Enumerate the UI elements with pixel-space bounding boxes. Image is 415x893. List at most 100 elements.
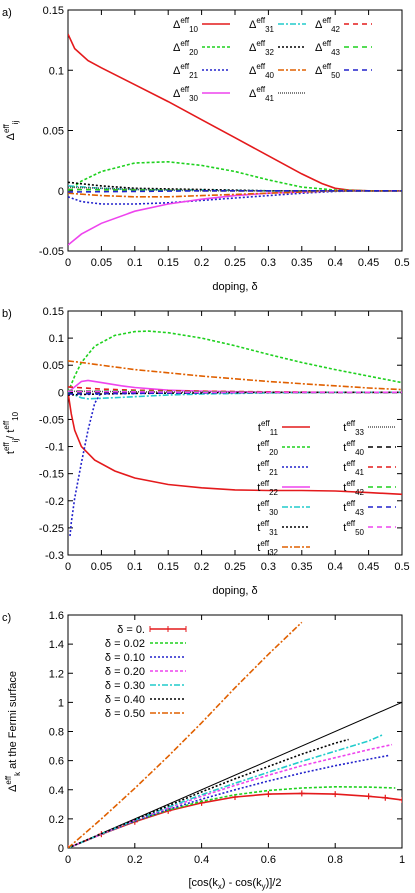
- legend-label: teff11: [258, 419, 279, 437]
- legend: Δeff10Δeff20Δeff21Δeff30Δeff31Δeff32Δeff…: [173, 16, 372, 103]
- x-tick-label: 0: [65, 257, 71, 269]
- label-part: 31: [265, 25, 274, 34]
- label-part: t: [343, 482, 346, 494]
- label-part: eff: [322, 62, 332, 71]
- legend-label: teff30: [257, 499, 278, 517]
- label-part: t: [257, 502, 260, 514]
- x-tick-label: 0.35: [291, 561, 312, 573]
- y-tick-label: 0.6: [49, 756, 64, 768]
- y-tick-label: 0.8: [49, 727, 64, 739]
- label-part: Δ: [249, 88, 257, 100]
- label-part: Δ: [315, 42, 323, 54]
- label-part: Δ: [173, 65, 181, 77]
- y-tick-label: 1.2: [49, 668, 64, 680]
- x-tick-label: 0.2: [194, 257, 209, 269]
- x-tick-label: 0.1: [127, 257, 142, 269]
- series-line: [69, 391, 103, 537]
- label-part: Δ: [173, 42, 181, 54]
- panel-label: a): [2, 7, 12, 19]
- series-line: [68, 738, 349, 848]
- label-part: 33: [355, 428, 364, 437]
- label-part: 40: [265, 71, 274, 80]
- label-part: Δ: [249, 42, 257, 54]
- series-line: [68, 392, 402, 496]
- x-tick-label: 0.4: [328, 257, 343, 269]
- label-part: ij: [11, 439, 20, 443]
- legend-label: δ = 0.40: [105, 694, 145, 706]
- label-part: 10: [11, 411, 20, 420]
- y-tick-label: 0.2: [49, 814, 64, 826]
- y-tick-label: 1: [58, 697, 64, 709]
- label-part: eff: [180, 16, 190, 25]
- label-part: at the Fermi surface: [7, 671, 19, 772]
- y-tick-label: -0.25: [39, 523, 64, 535]
- label-part: )]/2: [266, 877, 282, 889]
- y-tick-label: 0: [58, 843, 64, 855]
- legend-label: Δeff32: [249, 39, 275, 57]
- y-tick-label: 1.4: [49, 639, 64, 651]
- x-tick-label: 0.5: [394, 257, 409, 269]
- label-part: 10: [189, 25, 198, 34]
- label-part: eff: [346, 479, 356, 488]
- reference-diagonal-line: [68, 701, 402, 848]
- y-tick-label: 0.15: [43, 306, 64, 318]
- label-part: Δ: [315, 19, 323, 31]
- label-part: Δ: [173, 88, 181, 100]
- x-tick-label: 0.25: [224, 257, 245, 269]
- series-line: [68, 621, 303, 848]
- y-axis-label: Δeffk at the Fermi surface: [4, 671, 22, 792]
- series-line: [68, 190, 402, 193]
- legend-label: δ = 0.20: [105, 666, 145, 678]
- label-part: eff: [2, 420, 11, 430]
- label-part: k: [13, 771, 22, 776]
- label-part: 43: [355, 508, 364, 517]
- label-part: eff: [322, 39, 332, 48]
- legend-label: δ = 0.: [117, 624, 145, 636]
- x-tick-label: 0.35: [291, 257, 312, 269]
- series-line: [68, 190, 402, 205]
- x-tick-label: 0.2: [194, 561, 209, 573]
- label-part: 41: [355, 468, 364, 477]
- label-part: t: [257, 542, 260, 554]
- x-tick-label: 0.5: [394, 561, 409, 573]
- label-part: t: [343, 442, 346, 454]
- label-part: [cos(k: [189, 877, 219, 889]
- panel-label: c): [2, 612, 11, 624]
- legend: teff11teff20teff21teff22teff30teff31teff…: [257, 419, 396, 557]
- label-part: eff: [180, 85, 190, 94]
- label-part: 50: [331, 71, 340, 80]
- x-tick-label: 0.4: [194, 854, 209, 866]
- label-part: eff: [346, 519, 356, 528]
- plot-area: [68, 330, 402, 537]
- label-part: eff: [260, 539, 270, 548]
- label-part: 40: [355, 448, 364, 457]
- plot-area: [68, 621, 402, 848]
- legend-label: Δeff43: [315, 39, 341, 57]
- x-tick-label: 0.05: [91, 561, 112, 573]
- label-part: eff: [2, 123, 11, 133]
- label-part: ij: [11, 120, 20, 124]
- x-axis-label: [cos(kx) - cos(ky)]/2: [189, 877, 282, 891]
- x-tick-label: 0.3: [261, 257, 276, 269]
- panel-label: b): [2, 308, 12, 320]
- y-tick-label: 1.6: [49, 610, 64, 622]
- series-line: [68, 391, 402, 395]
- legend-label: Δeff20: [173, 39, 199, 57]
- label-part: eff: [180, 39, 190, 48]
- label-part: 43: [331, 48, 340, 57]
- legend-label: teff20: [257, 439, 278, 457]
- legend-label: teff41: [343, 459, 364, 477]
- label-part: t: [5, 451, 17, 454]
- label-part: t: [258, 422, 261, 434]
- y-tick-label: -0.05: [39, 414, 64, 426]
- label-part: t: [343, 422, 346, 434]
- label-part: eff: [346, 439, 356, 448]
- legend-label: Δeff42: [315, 16, 341, 34]
- x-tick-label: 0.3: [261, 561, 276, 573]
- x-tick-label: 0.4: [328, 561, 343, 573]
- legend-label: teff43: [343, 499, 364, 517]
- label-part: 42: [331, 25, 340, 34]
- x-tick-label: 1: [399, 854, 405, 866]
- chart-panel-b: 0 0.05 0.1 0.15 0.2 0.25 0.3 0.35 0.4 0.45 0.5 -0.3…: [2, 306, 410, 597]
